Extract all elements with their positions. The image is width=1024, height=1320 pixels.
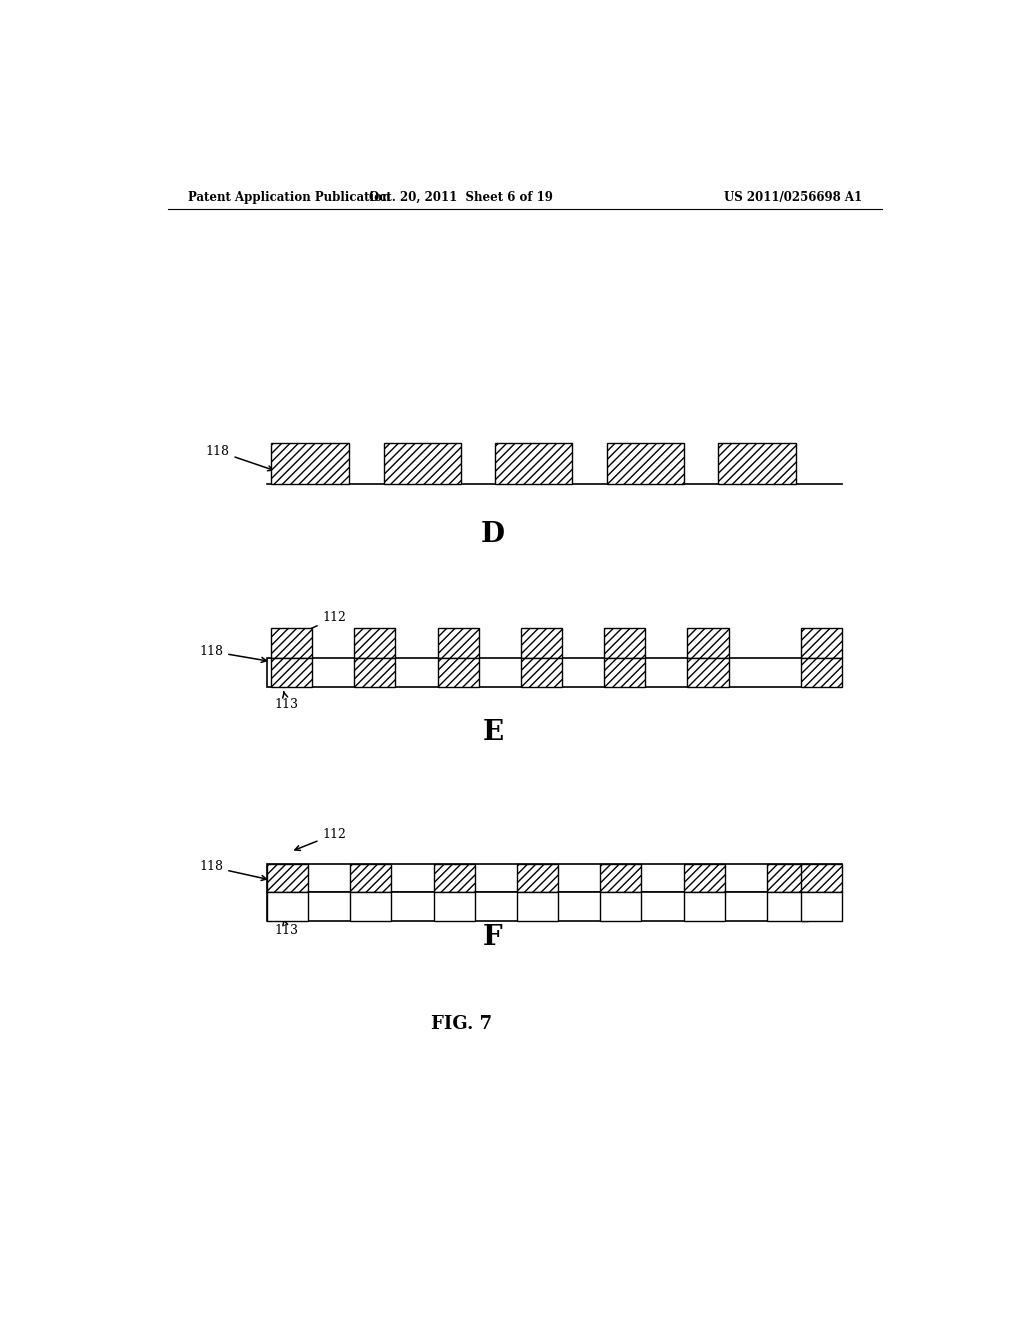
Bar	[267, 863, 842, 892]
Bar	[604, 628, 645, 659]
Bar	[767, 892, 808, 921]
Bar	[517, 863, 558, 892]
Text: 113: 113	[274, 919, 299, 937]
Text: 112: 112	[299, 611, 346, 635]
Bar	[604, 659, 645, 686]
Bar	[521, 628, 562, 659]
Text: 118: 118	[200, 645, 266, 663]
Bar	[684, 892, 725, 921]
Bar	[384, 444, 462, 483]
Bar	[600, 892, 641, 921]
Bar	[600, 863, 641, 892]
Bar	[270, 659, 312, 686]
Text: F: F	[483, 924, 503, 952]
Bar	[354, 659, 395, 686]
Text: Patent Application Publication: Patent Application Publication	[187, 190, 390, 203]
Bar	[350, 863, 391, 892]
Bar	[517, 892, 558, 921]
Bar	[687, 628, 729, 659]
Bar	[350, 892, 391, 921]
Text: E: E	[482, 719, 504, 746]
Bar	[437, 628, 479, 659]
Text: 113: 113	[274, 692, 299, 710]
Text: D: D	[481, 521, 505, 548]
Text: FIG. 7: FIG. 7	[431, 1015, 492, 1034]
Bar	[801, 863, 842, 892]
Text: Oct. 20, 2011  Sheet 6 of 19: Oct. 20, 2011 Sheet 6 of 19	[370, 190, 553, 203]
Bar	[354, 628, 395, 659]
Bar	[437, 659, 479, 686]
Bar	[521, 659, 562, 686]
Bar	[684, 863, 725, 892]
Bar	[267, 892, 308, 921]
Bar	[433, 863, 475, 892]
Bar	[270, 628, 312, 659]
Text: 118: 118	[206, 445, 273, 471]
Bar	[495, 444, 572, 483]
Bar	[267, 659, 842, 686]
Bar	[687, 659, 729, 686]
Bar	[267, 863, 308, 892]
Bar	[606, 444, 684, 483]
Bar	[270, 444, 348, 483]
Bar	[801, 628, 842, 659]
Text: 112: 112	[295, 828, 346, 850]
Bar	[433, 892, 475, 921]
Bar	[767, 863, 808, 892]
Text: US 2011/0256698 A1: US 2011/0256698 A1	[724, 190, 862, 203]
Bar	[719, 444, 797, 483]
Text: 118: 118	[200, 861, 266, 880]
Bar	[267, 892, 842, 921]
Bar	[801, 659, 842, 686]
Bar	[801, 892, 842, 921]
